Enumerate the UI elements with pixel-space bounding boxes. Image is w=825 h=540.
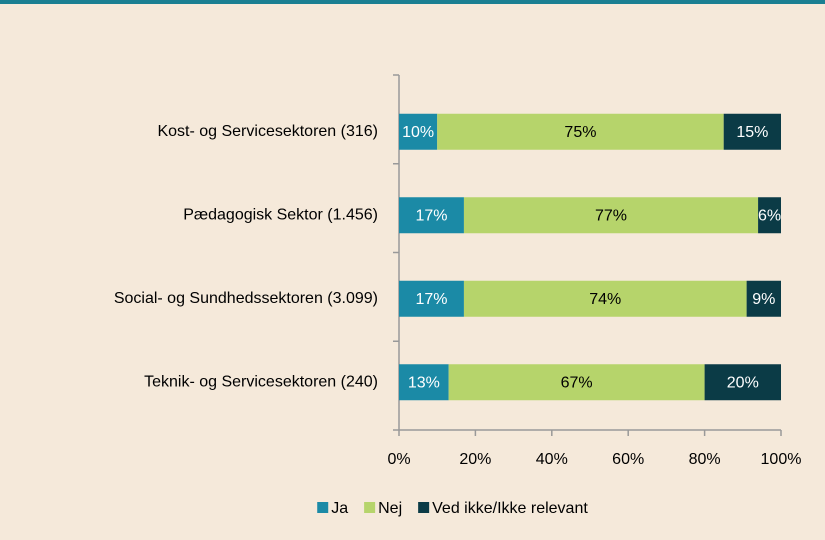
bar-segment	[746, 280, 781, 317]
value-label: 67%	[561, 374, 593, 391]
legend-label: Ved ikke/Ikke relevant	[432, 500, 588, 517]
legend-swatch	[317, 502, 329, 513]
bar-segment	[463, 280, 747, 317]
legend-label: Ja	[331, 500, 348, 517]
category-label: Kost- og Servicesektoren (316)	[157, 123, 378, 140]
bar-segment	[463, 197, 759, 234]
value-label: 9%	[752, 291, 775, 308]
value-label: 20%	[727, 374, 759, 391]
value-label: 15%	[736, 124, 768, 141]
x-tick-label: 60%	[612, 451, 644, 468]
legend-swatch	[364, 502, 376, 513]
bar-segment	[399, 197, 464, 234]
legend-swatch	[418, 502, 430, 513]
x-tick-label: 40%	[536, 451, 568, 468]
value-label: 13%	[408, 374, 440, 391]
x-tick-label: 80%	[689, 451, 721, 468]
value-label: 17%	[415, 207, 447, 224]
bar-segment	[399, 113, 438, 150]
x-tick-label: 20%	[459, 451, 491, 468]
legend-label: Nej	[378, 500, 402, 517]
value-label: 75%	[564, 124, 596, 141]
category-label: Teknik- og Servicesektoren (240)	[144, 373, 378, 390]
value-label: 77%	[595, 207, 627, 224]
value-label: 10%	[402, 124, 434, 141]
bar-segment	[399, 280, 464, 317]
category-label: Pædagogisk Sektor (1.456)	[183, 206, 378, 223]
bar-segment	[437, 113, 724, 150]
x-tick-label: 0%	[387, 451, 410, 468]
top-border	[0, 0, 825, 4]
bar-segment	[704, 364, 781, 401]
bar-segment	[723, 113, 781, 150]
category-label: Social- og Sundhedssektoren (3.099)	[114, 290, 378, 307]
value-label: 17%	[415, 291, 447, 308]
value-label: 6%	[758, 207, 781, 224]
bar-segment	[399, 364, 449, 401]
x-tick-label: 100%	[761, 451, 802, 468]
bar-segment	[758, 197, 781, 234]
bar-segment	[448, 364, 705, 401]
value-label: 74%	[589, 291, 621, 308]
